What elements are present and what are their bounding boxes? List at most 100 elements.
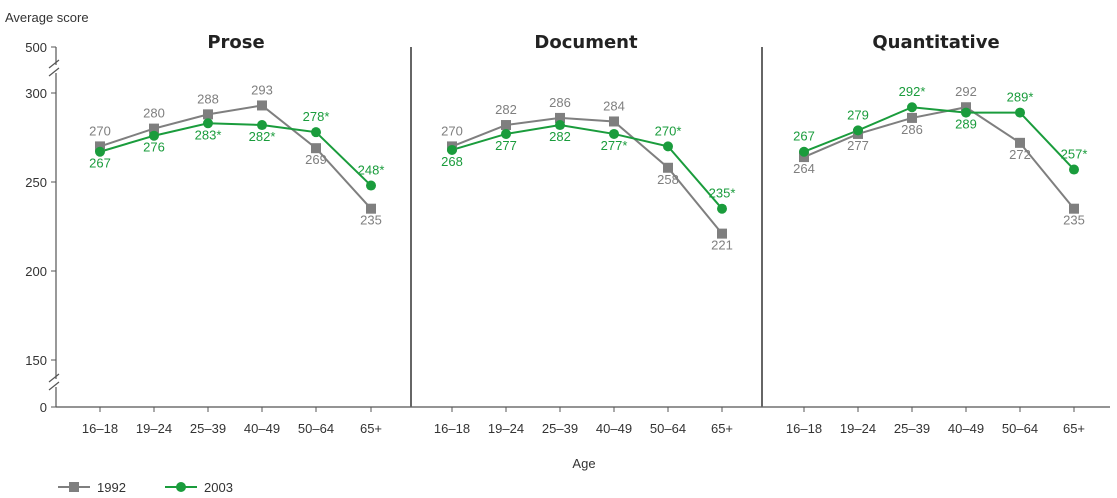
- legend-label-1992: 1992: [97, 480, 126, 495]
- axis-break-mark: [48, 373, 60, 383]
- marker-2003: [961, 107, 971, 118]
- legend: 1992 2003: [58, 480, 233, 495]
- x-tick-label: 40–49: [948, 421, 984, 436]
- data-label-1992: 280: [143, 106, 165, 121]
- data-label-1992: 258: [657, 172, 679, 187]
- y-tick-label: 300: [25, 86, 47, 101]
- panel-title: Document: [534, 32, 638, 53]
- y-tick-label: 150: [25, 353, 47, 368]
- marker-1992: [95, 141, 105, 152]
- panels: Prose 16–18 19–24 25–39 40–49 50–64 65+ 270 267 2…: [82, 32, 1087, 436]
- marker-1992: [799, 152, 809, 163]
- marker-2003: [311, 127, 321, 138]
- data-label-1992: 221: [711, 238, 733, 253]
- series-line-1992: [451, 116, 723, 235]
- marker-1992: [1069, 203, 1079, 214]
- data-label-2003: 277: [495, 138, 517, 153]
- x-tick-label: 16–18: [82, 421, 118, 436]
- x-axis-title: Age: [572, 456, 595, 471]
- marker-2003: [149, 130, 159, 141]
- x-tick-label: 40–49: [244, 421, 280, 436]
- series-line-2003: [451, 124, 723, 210]
- data-label-2003: 277*: [601, 138, 628, 153]
- axis-break-mark: [48, 381, 60, 391]
- marker-1992: [907, 112, 917, 123]
- data-label-1992: 292: [955, 84, 977, 99]
- marker-2003: [366, 180, 376, 191]
- x-tick-label: 25–39: [190, 421, 226, 436]
- data-label-2003: 278*: [303, 109, 330, 124]
- data-label-1992: 269: [305, 152, 327, 167]
- x-tick-label: 50–64: [1002, 421, 1038, 436]
- series-line-1992: [99, 104, 372, 210]
- axis-break-gap: [50, 379, 62, 387]
- marker-2003: [203, 118, 213, 129]
- marker-2003: [555, 120, 565, 131]
- data-label-1992: 282: [495, 102, 517, 117]
- marker-1992: [663, 162, 673, 173]
- data-label-1992: 286: [549, 95, 571, 110]
- marker-1992: [203, 109, 213, 120]
- x-tick-label: 65+: [360, 421, 382, 436]
- data-label-1992: 235: [1063, 213, 1085, 228]
- y-tick-label: 0: [40, 400, 47, 415]
- panel-title: Quantitative: [872, 32, 999, 53]
- marker-1992: [717, 228, 727, 239]
- data-label-2003: 268: [441, 154, 463, 169]
- data-label-2003: 235*: [709, 186, 736, 201]
- marker-1992: [311, 143, 321, 154]
- data-label-1992: 270: [441, 123, 463, 138]
- series-line-1992: [803, 106, 1075, 210]
- data-label-2003: 279: [847, 107, 869, 122]
- marker-2003: [1015, 107, 1025, 118]
- data-label-2003: 289: [955, 117, 977, 132]
- x-tick-label: 25–39: [894, 421, 930, 436]
- data-label-2003: 283*: [195, 127, 222, 142]
- x-tick-label: 25–39: [542, 421, 578, 436]
- panel-quantitative: Quantitative 16–18 19–24 25–39 40–49 50–64 65+…: [786, 32, 1087, 436]
- legend-marker-1992: [69, 482, 79, 492]
- data-label-2003: 267: [793, 129, 815, 144]
- marker-2003: [1069, 164, 1079, 175]
- legend-item-1992: 1992: [58, 480, 126, 495]
- data-label-1992: 270: [89, 123, 111, 138]
- data-label-2003: 282: [549, 129, 571, 144]
- x-tick-label: 40–49: [596, 421, 632, 436]
- marker-1992: [555, 112, 565, 123]
- axis-break-mark: [48, 59, 60, 69]
- x-tick-label: 65+: [711, 421, 733, 436]
- marker-2003: [95, 146, 105, 157]
- marker-2003: [257, 120, 267, 131]
- data-label-1992: 235: [360, 213, 382, 228]
- x-tick-label: 16–18: [434, 421, 470, 436]
- x-tick-label: 19–24: [488, 421, 524, 436]
- panel-prose: Prose 16–18 19–24 25–39 40–49 50–64 65+ 270 267 2…: [82, 32, 384, 436]
- axes: Average score 500 300 250 200 150 0 Age: [5, 10, 1110, 471]
- data-label-2003: 267: [89, 156, 111, 171]
- axis-break-mark: [48, 67, 60, 77]
- marker-1992: [961, 102, 971, 113]
- marker-1992: [501, 120, 511, 131]
- data-label-2003: 270*: [655, 123, 682, 138]
- x-tick-label: 65+: [1063, 421, 1085, 436]
- legend-marker-2003: [176, 482, 186, 492]
- legend-item-2003: 2003: [165, 480, 233, 495]
- marker-2003: [447, 144, 457, 155]
- marker-1992: [1015, 137, 1025, 148]
- marker-2003: [853, 125, 863, 136]
- x-tick-label: 19–24: [840, 421, 876, 436]
- marker-1992: [149, 123, 159, 134]
- panel-title: Prose: [207, 32, 264, 53]
- data-label-1992: 272: [1009, 147, 1031, 162]
- data-label-2003: 276: [143, 140, 165, 155]
- marker-1992: [609, 116, 619, 127]
- marker-1992: [257, 100, 267, 111]
- marker-2003: [501, 128, 511, 139]
- data-label-1992: 288: [197, 91, 219, 106]
- panel-document: Document 16–18 19–24 25–39 40–49 50–64 65+ 270 2…: [434, 32, 735, 436]
- data-label-1992: 264: [793, 161, 815, 176]
- x-tick-label: 50–64: [298, 421, 334, 436]
- marker-2003: [609, 128, 619, 139]
- marker-2003: [907, 102, 917, 113]
- series-line-2003: [803, 106, 1075, 171]
